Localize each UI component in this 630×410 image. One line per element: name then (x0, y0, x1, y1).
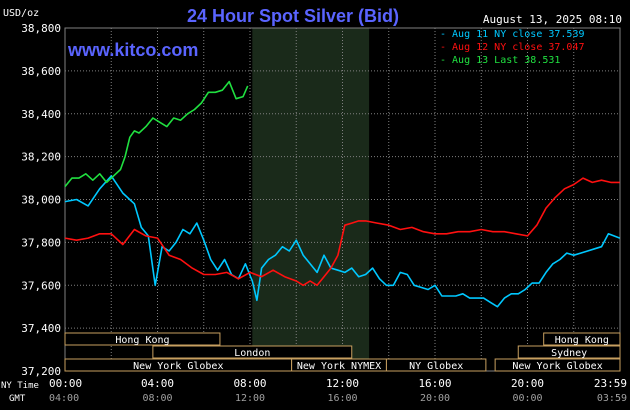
y-tick-label: 37,400 (21, 322, 61, 335)
grid-layer (64, 27, 621, 372)
session-box (543, 332, 621, 346)
chart-date: August 13, 2025 08:10 (483, 13, 622, 26)
chart-title: 24 Hour Spot Silver (Bid) (187, 6, 399, 26)
nymex-band (252, 28, 370, 371)
session-box (64, 332, 221, 346)
session-label: New York Globex (133, 361, 223, 372)
y-tick-label: 37,200 (21, 365, 61, 378)
x-tick-label-ny: 00:00 (49, 377, 82, 390)
x-row-label-ny: NY Time (1, 381, 39, 391)
session-label: New York Globex (512, 361, 602, 372)
x-tick-label-gmt: 08:00 (142, 393, 172, 404)
y-tick-label: 38,600 (21, 65, 61, 78)
y-tick-label: 37,600 (21, 279, 61, 292)
x-tick-label-gmt: 16:00 (327, 393, 357, 404)
x-tick-label-ny: 12:00 (326, 377, 359, 390)
x-row-label-gmt: GMT (9, 394, 26, 404)
session-label: New York NYMEX (297, 361, 381, 372)
session-label: Hong Kong (555, 335, 609, 346)
x-tick-label-ny: 16:00 (418, 377, 451, 390)
x-tick-label-ny: 20:00 (511, 377, 544, 390)
session-label: Hong Kong (115, 335, 169, 346)
series-line-aug11 (64, 175, 621, 308)
y-tick-label: 38,400 (21, 108, 61, 121)
series-layer (64, 80, 621, 308)
series-line-aug13 (64, 80, 249, 188)
y-tick-label: 38,800 (21, 22, 61, 35)
session-label: London (234, 348, 270, 359)
watermark: www.kitco.com (67, 40, 198, 60)
session-label: Sydney (551, 348, 587, 359)
legend-entry-aug13: - Aug 13 Last 38.531 (440, 55, 560, 66)
legend-entry-aug11: - Aug 11 NY close 37.539 (440, 29, 585, 40)
x-tick-label-gmt: 20:00 (420, 393, 450, 404)
session-label: NY Globex (409, 361, 463, 372)
session-layer: Hong Kong London New York Globex New York N… (64, 332, 621, 372)
x-tick-label-ny: 23:59 (594, 377, 627, 390)
band-layer (252, 28, 370, 371)
session-box (517, 345, 621, 359)
x-tick-label-gmt: 12:00 (235, 393, 265, 404)
y-tick-label: 37,800 (21, 236, 61, 249)
session-box (152, 345, 353, 359)
axis-layer: 38,800 38,600 38,400 38,200 38,000 37,800 37,6… (21, 22, 627, 404)
legend: - Aug 11 NY close 37.539 - Aug 12 NY clos… (440, 29, 585, 66)
x-tick-label-ny: 08:00 (233, 377, 266, 390)
x-tick-label-gmt: 00:00 (512, 393, 542, 404)
y-axis-unit-label: USD/oz (3, 8, 39, 19)
x-tick-label-gmt: 03:59 (597, 393, 627, 404)
session-box (494, 358, 621, 372)
session-box (385, 358, 487, 372)
x-tick-label-gmt: 04:00 (49, 393, 79, 404)
series-line-aug12 (64, 177, 620, 287)
y-tick-label: 38,000 (21, 194, 61, 207)
y-tick-label: 38,200 (21, 151, 61, 164)
legend-entry-aug12: - Aug 12 NY close 37.047 (440, 42, 585, 53)
x-tick-label-ny: 04:00 (141, 377, 174, 390)
